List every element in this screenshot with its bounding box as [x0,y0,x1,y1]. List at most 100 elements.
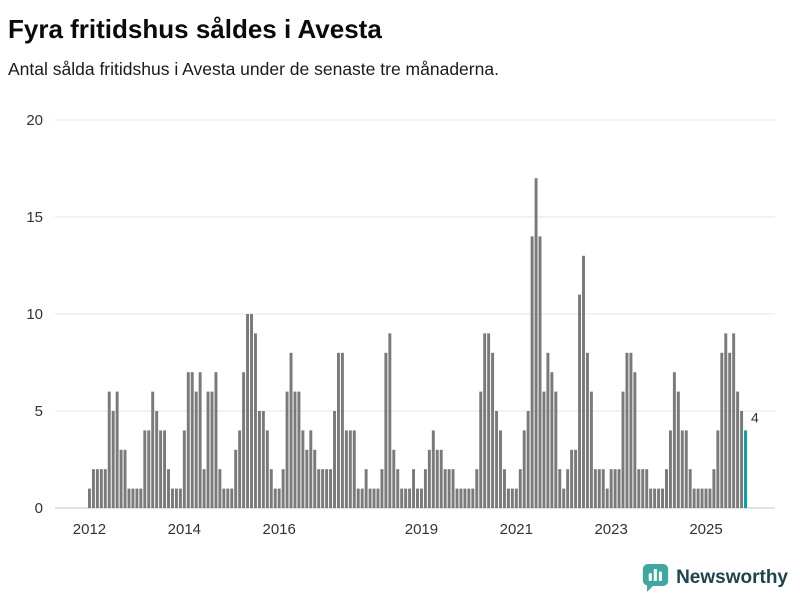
bar [708,488,712,508]
bar [728,352,732,508]
bar [376,488,380,508]
svg-text:10: 10 [26,306,43,323]
bar [273,488,277,508]
bar [609,469,613,508]
bar [499,430,502,508]
bar [234,449,238,508]
bar [574,449,578,508]
bar [182,430,186,508]
bar [740,411,744,508]
bar [170,488,174,508]
chart-subtitle: Antal sålda fritidshus i Avesta under de… [8,59,499,79]
bar [131,488,135,508]
bar [163,430,167,508]
bar [305,449,309,508]
bar [408,488,412,508]
bar [186,372,190,508]
bar [321,469,325,508]
svg-text:15: 15 [26,209,43,226]
bar [265,430,269,508]
bar [293,391,297,508]
bar [151,391,155,508]
bar [483,333,487,508]
bar [384,352,388,508]
bar [613,469,617,508]
bar [538,236,542,508]
bar [119,449,123,508]
bar [360,488,364,508]
bar [400,488,404,508]
bar [396,469,400,508]
bar [423,469,427,508]
bar [372,488,376,508]
bar [716,430,720,508]
bar [143,430,147,508]
bar [550,372,554,508]
bar [135,488,139,508]
bar [597,469,601,508]
bar [416,488,419,508]
bar [459,488,463,508]
page-title: Fyra fritidshus såldes i Avesta [8,14,382,44]
bar [238,430,242,508]
bar [720,352,724,508]
bar [700,488,704,508]
bar [562,488,566,508]
bar [281,469,285,508]
bar [269,469,273,508]
bar [277,488,281,508]
bar [139,488,143,508]
bar [514,488,518,508]
bar [317,469,321,508]
bar [637,469,641,508]
bar [724,333,728,508]
svg-text:2016: 2016 [262,521,295,538]
bar [510,488,514,508]
bar [645,469,649,508]
bar [661,488,664,508]
bar [495,411,499,508]
bar [487,333,491,508]
bar [344,430,348,508]
bar [680,430,684,508]
bar [309,430,313,508]
bar [107,391,111,508]
bar [352,430,356,508]
bar [91,469,95,508]
svg-text:2025: 2025 [689,521,722,538]
bar [526,411,530,508]
bar [475,469,479,508]
bar [455,488,459,508]
bar [392,449,396,508]
bar [522,430,526,508]
bar [704,488,708,508]
bar [479,391,483,508]
svg-text:5: 5 [35,403,43,420]
bar [593,469,597,508]
bar [404,488,408,508]
bar [222,488,226,508]
svg-text:20: 20 [26,112,43,129]
bar [657,488,661,508]
brand-footer: Newsworthy [642,563,788,592]
bar [558,469,562,508]
bar [127,488,131,508]
bar [333,411,336,508]
bar [736,391,740,508]
bar [546,352,550,508]
bar [167,469,170,508]
bar [447,469,451,508]
bar [668,430,672,508]
bar [692,488,696,508]
bar [202,469,206,508]
bar [329,469,333,508]
bar [103,469,107,508]
svg-text:2019: 2019 [405,521,438,538]
bar [665,469,668,508]
bar [744,430,747,508]
bar [340,352,344,508]
bar [653,488,657,508]
bar [190,372,194,508]
bar [159,430,163,508]
bar [88,488,91,508]
